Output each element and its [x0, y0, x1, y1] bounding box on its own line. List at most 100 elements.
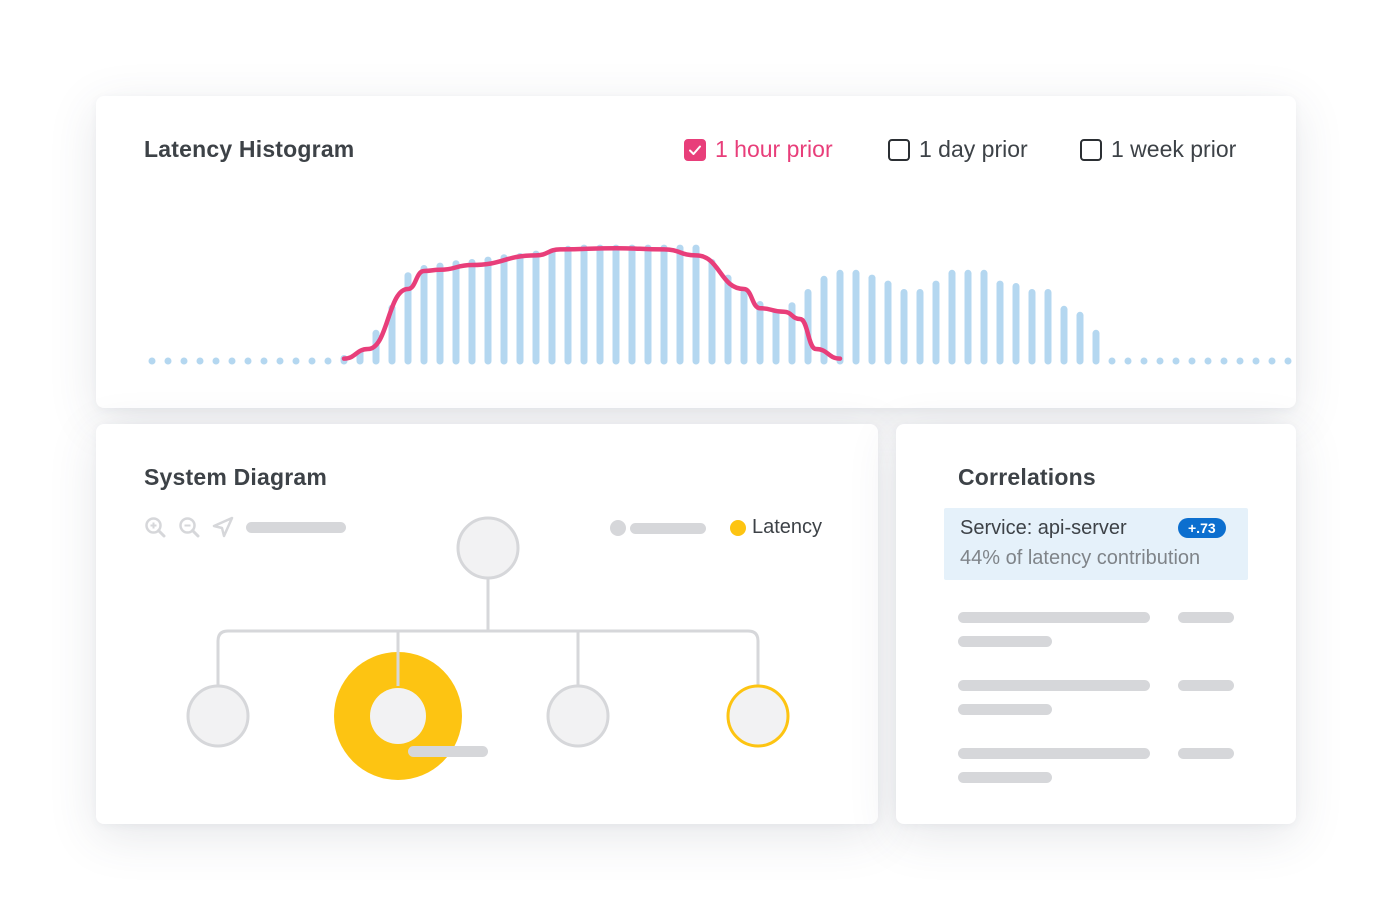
- root-node[interactable]: [456, 516, 520, 580]
- latency-legend: Latency: [730, 516, 822, 539]
- option-1-hour-prior-label: 1 hour prior: [715, 136, 833, 162]
- histogram-bar: [980, 269, 988, 365]
- histogram-bar: [1092, 329, 1100, 365]
- histogram-dot: [1188, 357, 1196, 365]
- histogram-bar: [548, 248, 556, 365]
- histogram-dot: [164, 357, 172, 365]
- histogram-bar: [596, 244, 604, 365]
- diagram-connections: [216, 578, 760, 686]
- latency-legend-label: Latency: [752, 516, 823, 538]
- diagram-title: System Diagram: [144, 464, 328, 490]
- histogram-bar: [388, 304, 396, 365]
- histogram-bar: [932, 280, 940, 365]
- histogram-bar: [1012, 283, 1020, 365]
- placeholder-bar: [1178, 612, 1234, 623]
- correlation-item-api-server[interactable]: Service: api-server +.73 44% of latency …: [944, 508, 1248, 580]
- correlation-service-label: Service: api-server: [960, 517, 1127, 539]
- placeholder-bar: [958, 636, 1052, 647]
- child-node-3[interactable]: [546, 684, 610, 748]
- histogram-bar: [820, 275, 828, 365]
- grey-legend-placeholder: [630, 522, 706, 534]
- correlation-subtext: 44% of latency contribution: [960, 547, 1201, 569]
- option-1-week-prior-label: 1 week prior: [1111, 136, 1237, 162]
- histogram-dot: [1252, 357, 1260, 365]
- grey-legend: [610, 520, 706, 536]
- placeholder-bar: [958, 748, 1150, 759]
- placeholder-bar: [958, 772, 1052, 783]
- hour-prior-line: [341, 245, 843, 361]
- navigate-arrow-icon[interactable]: [212, 516, 234, 538]
- histogram-bar: [1076, 311, 1084, 365]
- checkbox-unchecked-icon[interactable]: [888, 138, 910, 161]
- histogram-dot: [228, 357, 236, 365]
- histogram-plot: [148, 244, 1292, 365]
- histogram-bar: [676, 244, 684, 365]
- histogram-bar: [756, 301, 764, 365]
- histogram-bar: [532, 250, 540, 365]
- branch-connector: [216, 629, 760, 686]
- histogram-dot: [1204, 357, 1212, 365]
- histogram-dot: [1220, 357, 1228, 365]
- histogram-bar: [1044, 289, 1052, 365]
- zoom-in-icon[interactable]: [144, 516, 166, 538]
- checkbox-unchecked-icon[interactable]: [1080, 138, 1102, 161]
- histogram-dot: [1284, 357, 1292, 365]
- correlations-card: Correlations Service: api-server +.73 44…: [896, 424, 1296, 824]
- latency-legend-dot: [730, 519, 746, 536]
- toolbar-placeholder: [246, 521, 346, 533]
- option-1-hour-prior[interactable]: 1 hour prior: [684, 136, 833, 163]
- histogram-bar: [564, 245, 572, 365]
- histogram-bar: [692, 244, 700, 365]
- histogram-bar: [964, 269, 972, 365]
- placeholder-bar: [958, 612, 1150, 623]
- histogram-bar: [452, 260, 460, 365]
- histogram-dot: [180, 357, 188, 365]
- latency-histogram-card: Latency Histogram 1 hour prior 1 day pri…: [96, 96, 1296, 408]
- placeholder-bar: [958, 680, 1150, 691]
- histogram-bar: [948, 269, 956, 365]
- histogram-dot: [148, 357, 156, 365]
- histogram-dot: [292, 357, 300, 365]
- zoom-out-icon[interactable]: [178, 516, 200, 538]
- histogram-dot: [196, 357, 204, 365]
- histogram-bar: [484, 256, 492, 365]
- histogram-dot: [1156, 357, 1164, 365]
- histogram-dot: [1268, 357, 1276, 365]
- histogram-bar: [996, 280, 1004, 365]
- histogram-bar: [420, 265, 428, 365]
- histogram-bar: [612, 244, 620, 365]
- histogram-dot: [260, 357, 268, 365]
- correlation-score-badge: +.73: [1178, 518, 1226, 538]
- placeholder-bar: [958, 704, 1052, 715]
- child-node-4[interactable]: [726, 684, 790, 748]
- histogram-bar: [628, 244, 636, 365]
- option-1-day-prior[interactable]: 1 day prior: [888, 136, 1028, 163]
- histogram-bar: [884, 280, 892, 365]
- histogram-bar: [772, 309, 780, 365]
- grey-legend-dot: [610, 520, 626, 536]
- histogram-bar: [708, 259, 716, 365]
- histogram-bar: [724, 274, 732, 365]
- histogram-bar: [900, 289, 908, 365]
- histogram-bar: [404, 272, 412, 365]
- histogram-bar: [868, 274, 876, 365]
- histogram-bar: [516, 253, 524, 365]
- histogram-bar: [836, 269, 844, 365]
- histogram-dot: [324, 357, 332, 365]
- histogram-bar: [740, 289, 748, 365]
- node-2-label-placeholder: [408, 746, 488, 757]
- histogram-bar: [468, 259, 476, 365]
- diagram-toolbar: [144, 516, 346, 538]
- histogram-dot: [212, 357, 220, 365]
- child-node-1[interactable]: [186, 684, 250, 748]
- child-node-2[interactable]: [370, 688, 426, 744]
- histogram-dot: [276, 357, 284, 365]
- histogram-bar: [852, 269, 860, 365]
- histogram-dot: [1124, 357, 1132, 365]
- option-1-week-prior[interactable]: 1 week prior: [1080, 136, 1236, 163]
- histogram-bar: [1060, 305, 1068, 365]
- checkbox-checked-icon[interactable]: [684, 138, 706, 161]
- histogram-dot: [1140, 357, 1148, 365]
- histogram-dot: [1172, 357, 1180, 365]
- correlations-title: Correlations: [958, 464, 1096, 490]
